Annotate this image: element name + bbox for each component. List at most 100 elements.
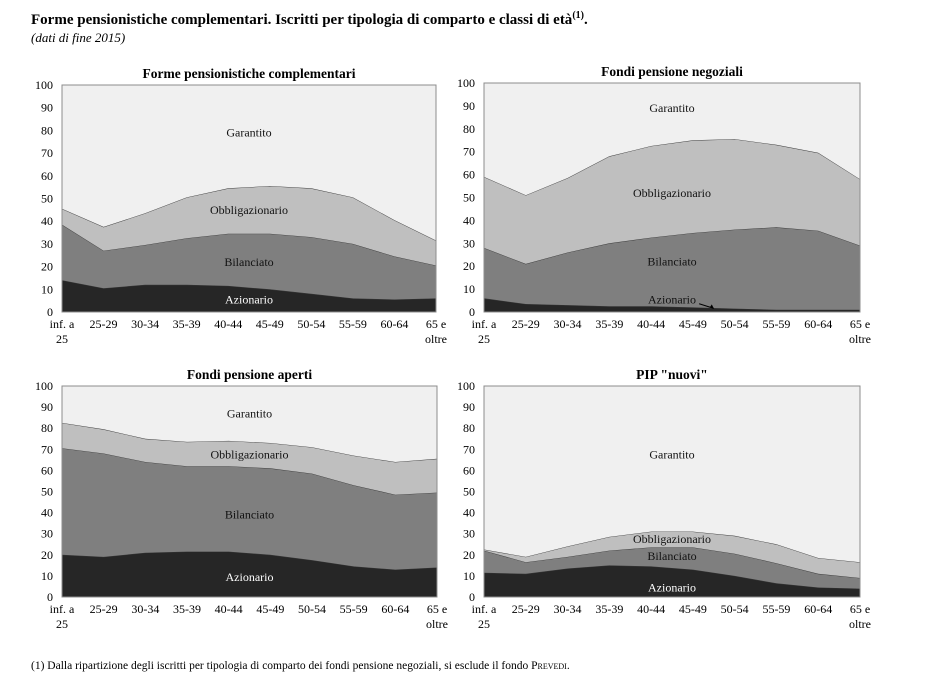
area-bilanciato — [484, 547, 860, 589]
area-azionario — [62, 551, 437, 597]
y-tick-label: 10 — [463, 569, 475, 583]
y-tick-label: 30 — [463, 236, 475, 250]
area-bilanciato — [62, 448, 437, 570]
area-obbligazionario — [62, 422, 437, 495]
plot-frame — [61, 385, 438, 598]
x-tick-label: 45-49 — [256, 317, 284, 331]
chart-title: PIP "nuovi" — [636, 367, 708, 382]
area-bilanciato — [484, 227, 860, 310]
area-garantito — [484, 386, 860, 563]
y-tick-label: 60 — [41, 463, 53, 477]
y-tick-label: 60 — [463, 168, 475, 182]
footnote-end: . — [566, 660, 570, 672]
series-label-azionario: Azionario — [226, 570, 274, 584]
y-tick-label: 0 — [47, 305, 53, 319]
x-tick-label: 45-49 — [679, 602, 707, 616]
footnote-fund-name: Prevedi — [531, 660, 567, 672]
y-tick-label: 70 — [463, 442, 475, 456]
x-tick-line: 45-49 — [679, 317, 707, 331]
x-tick-line: inf. a — [50, 317, 75, 331]
x-tick-line: 60-64 — [381, 602, 409, 616]
area-obbligazionario — [62, 186, 436, 266]
plot-frame — [483, 385, 861, 598]
series-label-bilanciato: Bilanciato — [647, 549, 696, 563]
area-obbligazionario — [484, 531, 860, 578]
x-tick-label: 65 e oltre — [426, 602, 448, 631]
x-tick-label: 25-29 — [90, 317, 118, 331]
page-title: Forme pensionistiche complementari. Iscr… — [31, 10, 588, 29]
x-tick-label: 60-64 — [381, 602, 409, 616]
x-tick-line: 25 — [478, 332, 490, 346]
x-tick-label: 35-39 — [595, 602, 623, 616]
x-tick-line: 65 e — [850, 602, 870, 616]
x-tick-line: 25-29 — [512, 317, 540, 331]
x-tick-line: oltre — [849, 617, 871, 631]
x-tick-line: 30-34 — [131, 317, 159, 331]
x-tick-label: 45-49 — [679, 317, 707, 331]
series-label-garantito: Garantito — [227, 406, 272, 420]
area-obbligazionario — [484, 139, 860, 264]
y-tick-label: 30 — [463, 527, 475, 541]
x-tick-line: 55-59 — [762, 602, 790, 616]
x-tick-label: 35-39 — [173, 317, 201, 331]
chart-title: Fondi pensione negoziali — [601, 64, 743, 79]
series-label-bilanciato: Bilanciato — [647, 255, 696, 269]
y-tick-label: 50 — [41, 485, 53, 499]
x-tick-line: oltre — [425, 332, 447, 346]
x-tick-line: 60-64 — [380, 317, 408, 331]
y-tick-label: 0 — [469, 305, 475, 319]
x-tick-label: 60-64 — [380, 317, 408, 331]
x-tick-line: 35-39 — [595, 602, 623, 616]
x-tick-label: 35-39 — [595, 317, 623, 331]
x-tick-line: 55-59 — [340, 602, 368, 616]
y-tick-label: 70 — [41, 146, 53, 160]
series-label-bilanciato: Bilanciato — [224, 255, 273, 269]
x-tick-label: 30-34 — [131, 317, 159, 331]
y-tick-label: 30 — [41, 527, 53, 541]
y-tick-label: 90 — [463, 99, 475, 113]
x-tick-label: 30-34 — [131, 602, 159, 616]
x-tick-label: 40-44 — [214, 317, 242, 331]
x-tick-line: 60-64 — [804, 602, 832, 616]
y-tick-label: 70 — [41, 442, 53, 456]
x-tick-line: inf. a — [472, 317, 497, 331]
series-label-garantito: Garantito — [649, 101, 694, 115]
chart-panel-3: Fondi pensione aperti 0 10 20 30 40 50 60 70 80 90… — [35, 367, 448, 631]
y-tick-label: 90 — [463, 400, 475, 414]
series-label-azionario: Azionario — [648, 581, 696, 595]
x-tick-line: 50-54 — [721, 602, 749, 616]
y-tick-label: 0 — [469, 590, 475, 604]
series-label-azionario: Azionario — [225, 293, 273, 307]
y-tick-label: 60 — [463, 463, 475, 477]
x-tick-label: 65 e oltre — [425, 317, 447, 346]
series-label-garantito: Garantito — [649, 448, 694, 462]
area-garantito — [62, 386, 437, 462]
y-tick-label: 10 — [41, 569, 53, 583]
x-tick-line: 25 — [56, 617, 68, 631]
y-tick-label: 10 — [463, 282, 475, 296]
footnote: (1) Dalla ripartizione degli iscritti pe… — [31, 660, 570, 672]
y-tick-label: 30 — [41, 237, 53, 251]
x-tick-line: 25 — [478, 617, 490, 631]
x-tick-line: 35-39 — [173, 602, 201, 616]
area-azionario — [484, 298, 860, 312]
x-tick-line: 30-34 — [554, 602, 582, 616]
x-tick-label: 50-54 — [721, 602, 749, 616]
x-tick-label: 55-59 — [340, 602, 368, 616]
y-tick-label: 50 — [463, 191, 475, 205]
series-label-obbligazionario: Obbligazionario — [633, 186, 711, 200]
x-tick-line: inf. a — [472, 602, 497, 616]
y-tick-label: 10 — [41, 282, 53, 296]
x-tick-line: 65 e — [850, 317, 870, 331]
x-tick-line: 45-49 — [256, 317, 284, 331]
x-tick-line: 45-49 — [256, 602, 284, 616]
y-tick-label: 100 — [457, 76, 475, 90]
x-tick-line: 25-29 — [512, 602, 540, 616]
x-tick-label: 25-29 — [90, 602, 118, 616]
y-tick-label: 40 — [41, 214, 53, 228]
x-tick-label: 50-54 — [721, 317, 749, 331]
x-tick-label: 30-34 — [554, 602, 582, 616]
y-tick-label: 100 — [35, 78, 53, 92]
series-label-obbligazionario: Obbligazionario — [211, 448, 289, 462]
